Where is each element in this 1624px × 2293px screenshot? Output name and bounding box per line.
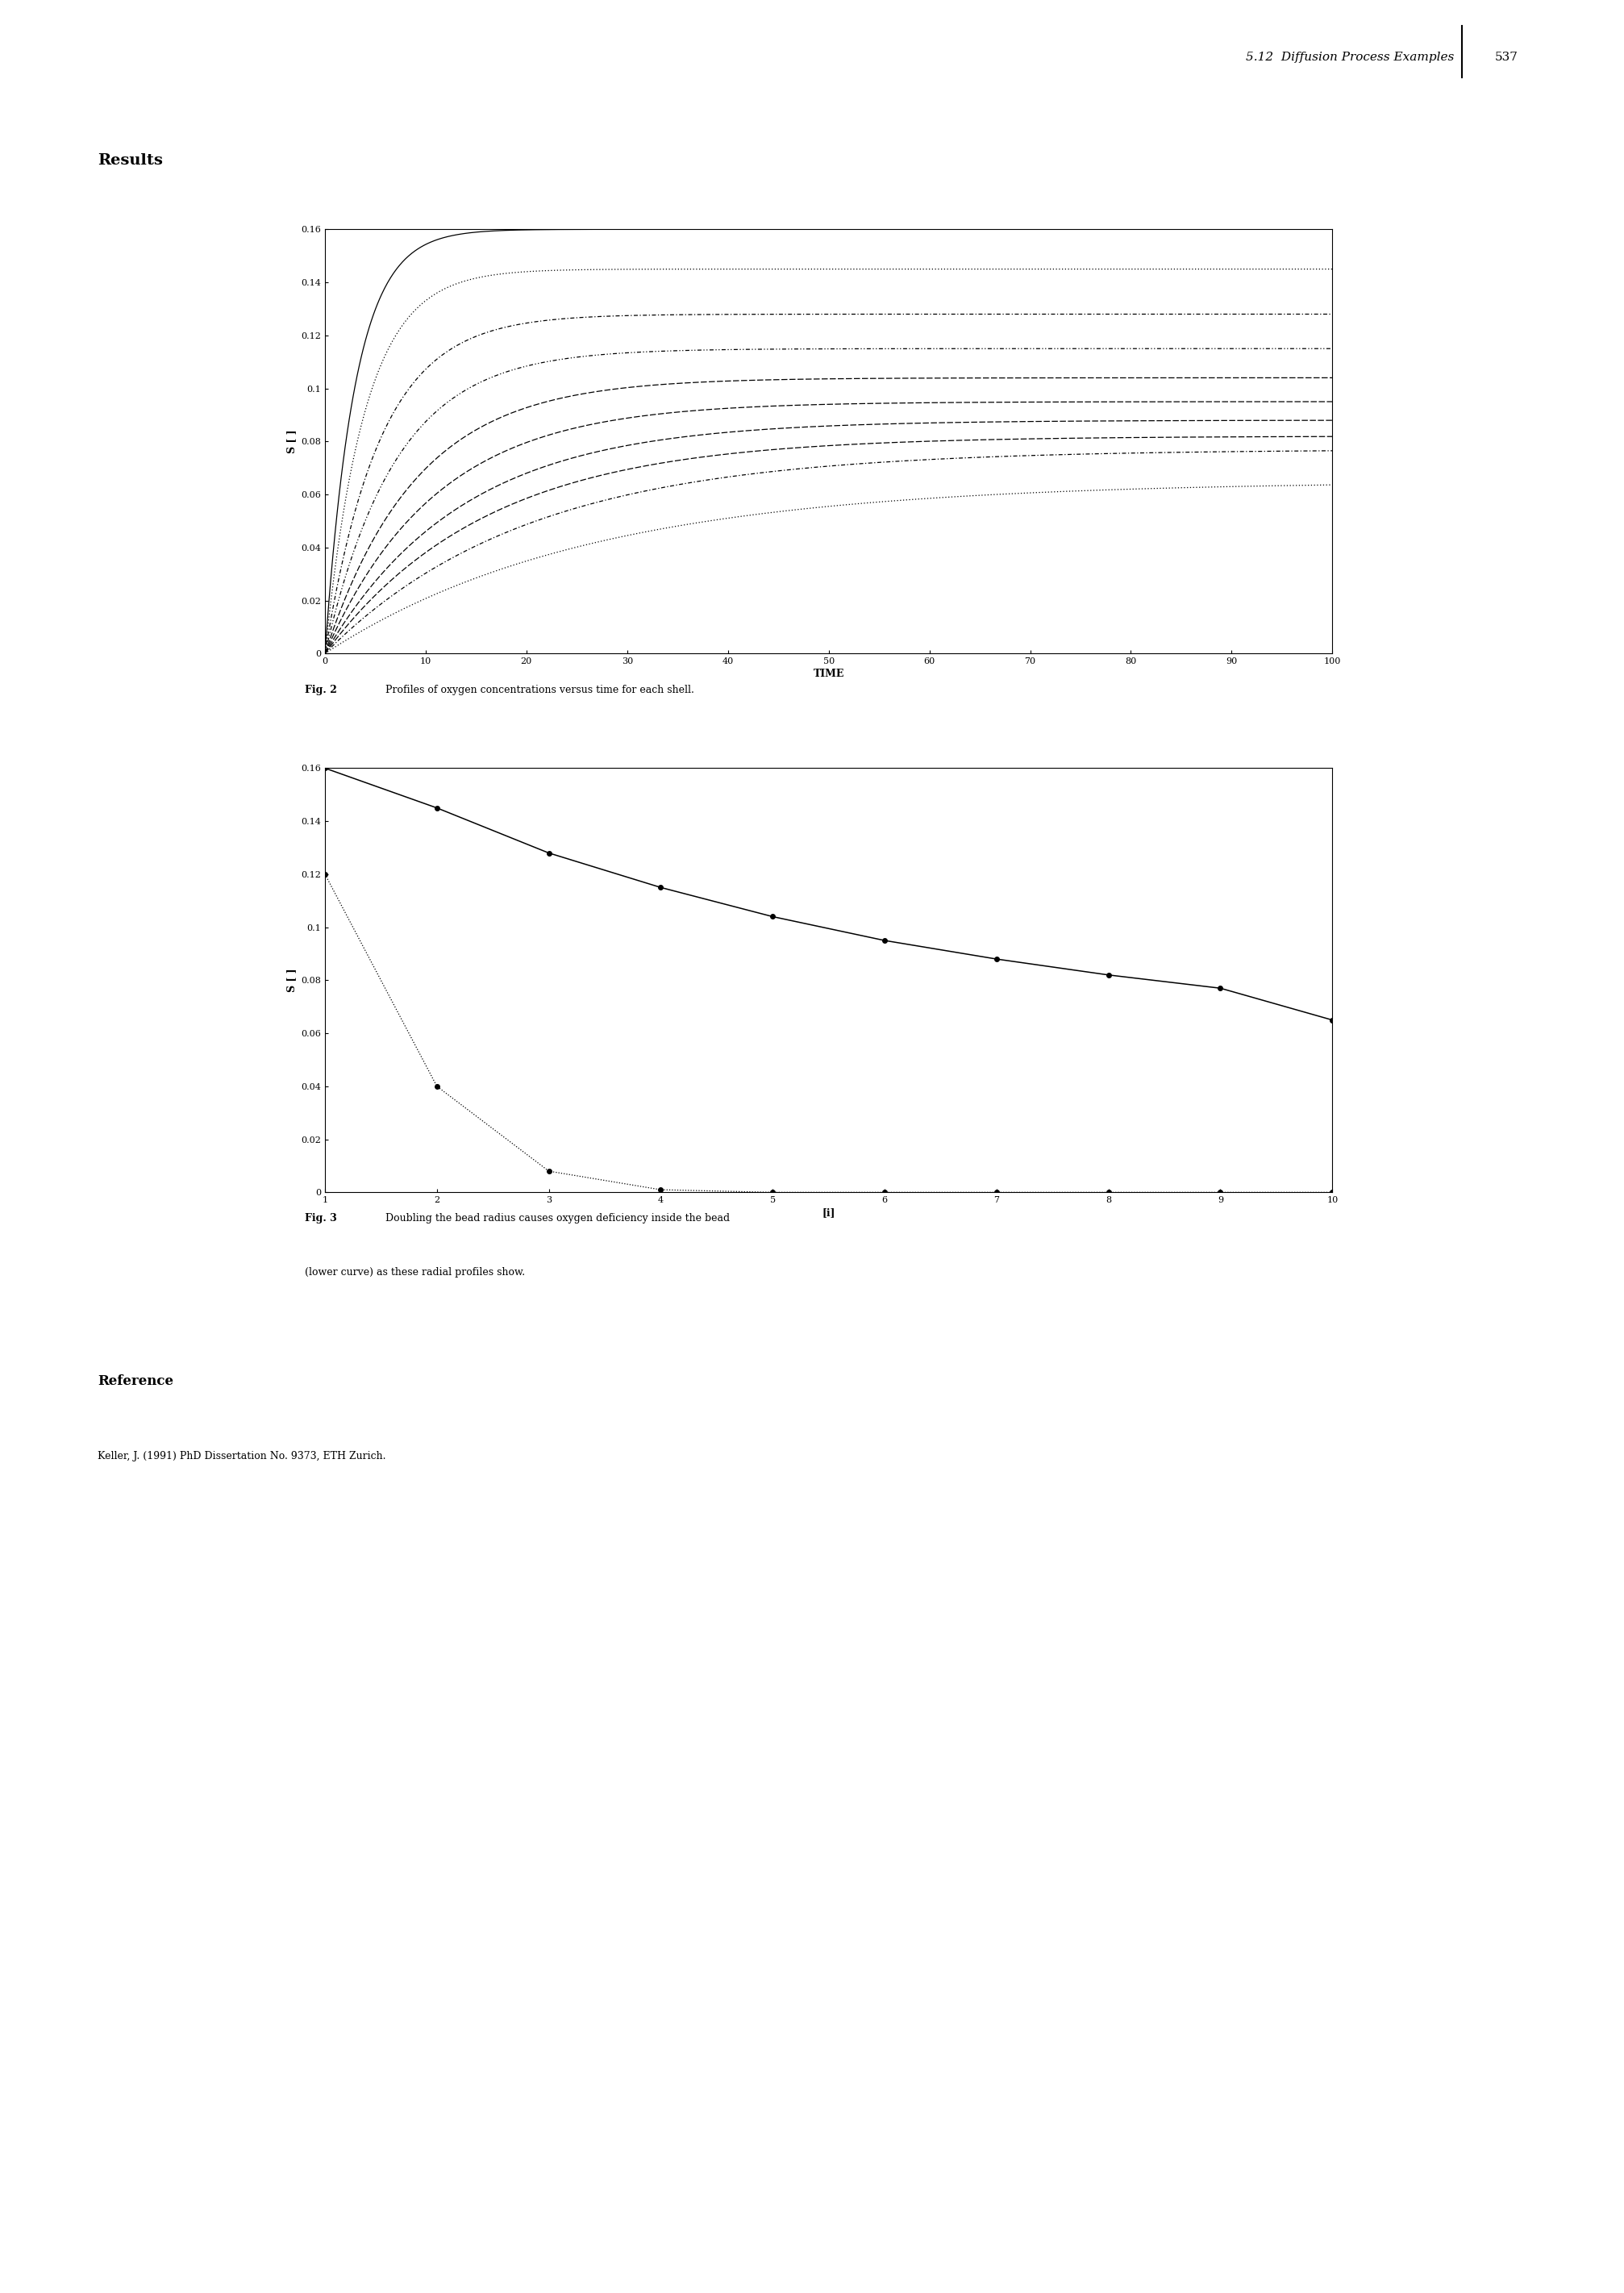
Text: Keller, J. (1991) PhD Dissertation No. 9373, ETH Zurich.: Keller, J. (1991) PhD Dissertation No. 9… — [97, 1451, 385, 1461]
X-axis label: TIME: TIME — [812, 670, 844, 679]
Text: (lower curve) as these radial profiles show.: (lower curve) as these radial profiles s… — [305, 1268, 525, 1277]
Y-axis label: S [ ]: S [ ] — [286, 429, 296, 454]
Text: Reference: Reference — [97, 1374, 174, 1387]
Text: Doubling the bead radius causes oxygen deficiency inside the bead: Doubling the bead radius causes oxygen d… — [378, 1213, 729, 1224]
Text: 537: 537 — [1494, 53, 1517, 62]
Text: Fig. 2: Fig. 2 — [305, 686, 336, 695]
Text: Fig. 3: Fig. 3 — [305, 1213, 336, 1224]
Text: Profiles of oxygen concentrations versus time for each shell.: Profiles of oxygen concentrations versus… — [378, 686, 693, 695]
X-axis label: [i]: [i] — [822, 1208, 835, 1218]
Y-axis label: S [ ]: S [ ] — [286, 968, 296, 993]
Text: Results: Results — [97, 154, 162, 167]
Text: 5.12  Diffusion Process Examples: 5.12 Diffusion Process Examples — [1246, 53, 1453, 62]
